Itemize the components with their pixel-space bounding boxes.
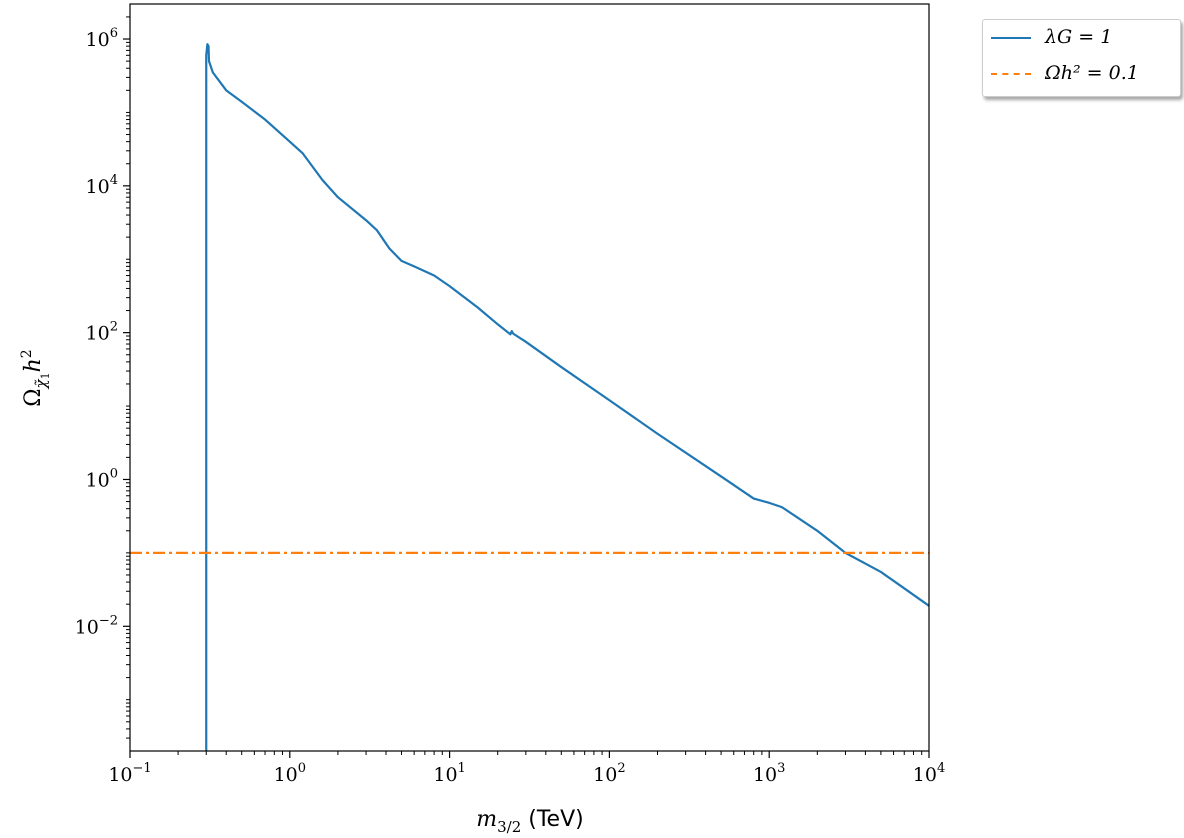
y-axis-label: Ωχ̃1h2 (19, 349, 52, 406)
legend-swatch-omega (991, 73, 1031, 75)
y-tick-label: 106 (86, 26, 118, 51)
legend-label-omega: Ωh² = 0.1 (1045, 62, 1139, 84)
y-tick-label: 10−2 (75, 613, 118, 638)
y-tick-label: 100 (86, 466, 118, 491)
y-axis: 10−2 100 102 104 106 (75, 16, 130, 739)
legend: λG = 1 Ωh² = 0.1 (982, 19, 1181, 97)
x-tick-label: 104 (913, 761, 945, 786)
y-tick-label: 104 (86, 173, 118, 198)
x-tick-label: 102 (593, 761, 625, 786)
series-line-lambda (205, 43, 930, 751)
plot-area (130, 43, 930, 751)
axes-frame (129, 3, 930, 752)
x-axis: 10−1 100 101 102 103 104 (108, 751, 945, 786)
legend-swatch-lambda (991, 37, 1031, 39)
x-axis-label: m3/2 (TeV) (476, 807, 583, 836)
legend-label-lambda: λG = 1 (1045, 26, 1113, 48)
x-tick-label: 103 (753, 761, 785, 786)
legend-entry-omega: Ωh² = 0.1 (983, 60, 1180, 88)
x-tick-label: 100 (274, 761, 306, 786)
x-tick-label: 10−1 (108, 761, 151, 786)
x-tick-label: 101 (433, 761, 465, 786)
y-tick-label: 102 (86, 320, 118, 345)
legend-entry-lambda: λG = 1 (983, 24, 1180, 52)
